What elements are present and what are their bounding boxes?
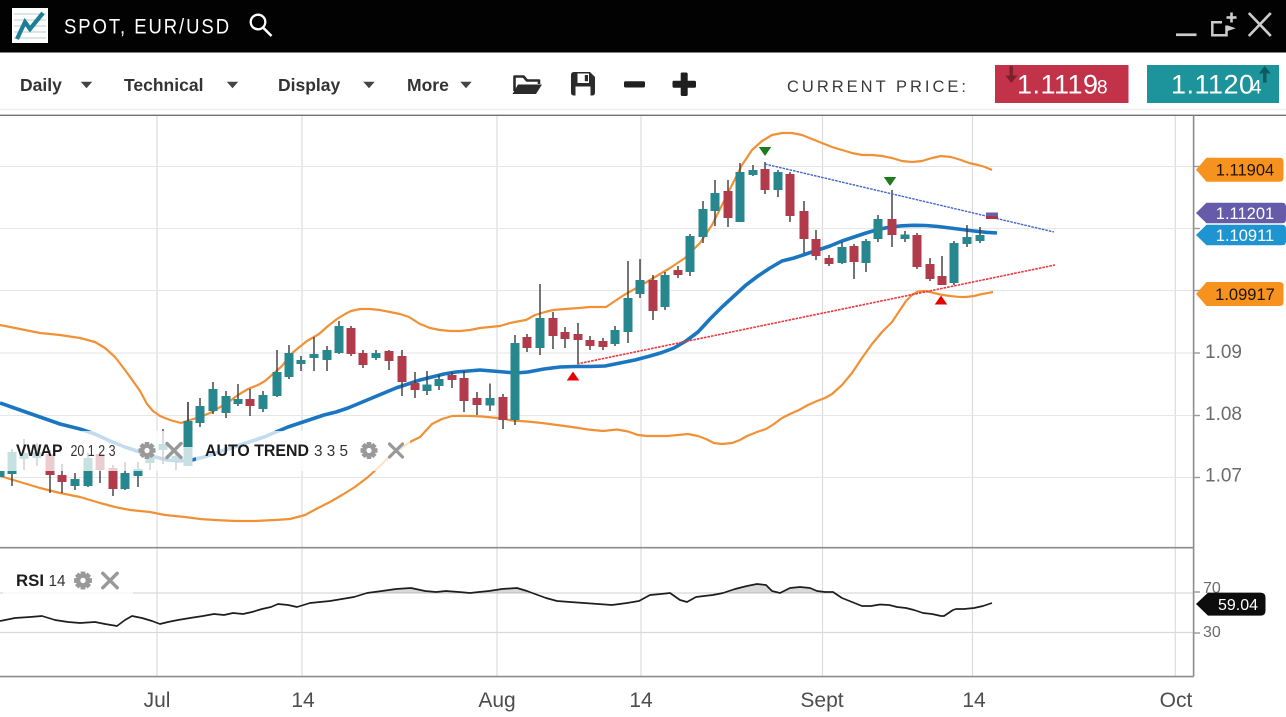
svg-text:14: 14 bbox=[49, 573, 66, 590]
svg-text:Daily: Daily bbox=[20, 75, 62, 95]
svg-text:More: More bbox=[407, 75, 449, 95]
svg-text:Oct: Oct bbox=[1160, 689, 1193, 712]
svg-text:SPOT, EUR/USD: SPOT, EUR/USD bbox=[64, 16, 231, 39]
svg-text:Display: Display bbox=[278, 75, 341, 95]
svg-text:1.10911: 1.10911 bbox=[1216, 227, 1274, 245]
svg-text:14: 14 bbox=[962, 689, 986, 712]
svg-text:1.1119: 1.1119 bbox=[1017, 70, 1099, 100]
svg-text:RSI: RSI bbox=[16, 572, 44, 590]
svg-text:3 3 5: 3 3 5 bbox=[314, 443, 348, 460]
svg-text:1.1120: 1.1120 bbox=[1171, 70, 1255, 100]
svg-text:59.04: 59.04 bbox=[1218, 597, 1258, 614]
svg-text:CURRENT PRICE:: CURRENT PRICE: bbox=[787, 78, 969, 96]
svg-text:14: 14 bbox=[291, 689, 315, 712]
svg-text:1.09917: 1.09917 bbox=[1215, 286, 1275, 304]
svg-text:8: 8 bbox=[1097, 78, 1108, 99]
svg-text:AUTO TREND: AUTO TREND bbox=[205, 442, 309, 460]
svg-text:Sept: Sept bbox=[800, 689, 843, 712]
svg-text:1.07: 1.07 bbox=[1205, 466, 1242, 487]
svg-text:4: 4 bbox=[1251, 78, 1262, 99]
svg-text:VWAP: VWAP bbox=[16, 442, 63, 460]
svg-text:30: 30 bbox=[1203, 624, 1221, 641]
svg-text:Aug: Aug bbox=[478, 689, 515, 712]
svg-text:1.09: 1.09 bbox=[1205, 342, 1242, 363]
svg-text:1.11201: 1.11201 bbox=[1216, 205, 1274, 223]
svg-text:14: 14 bbox=[629, 689, 653, 712]
svg-text:Technical: Technical bbox=[124, 75, 203, 95]
svg-text:20 1 2 3: 20 1 2 3 bbox=[71, 443, 116, 460]
svg-text:1.08: 1.08 bbox=[1205, 404, 1242, 425]
svg-text:Jul: Jul bbox=[144, 689, 171, 712]
svg-text:1.11904: 1.11904 bbox=[1216, 162, 1274, 180]
